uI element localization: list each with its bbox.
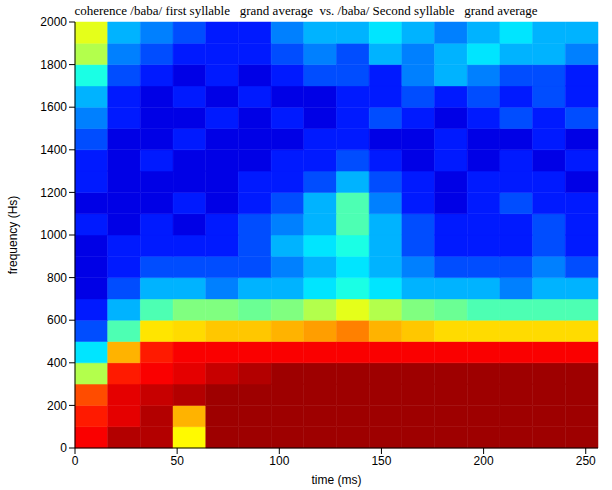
html-text:coherence /baba/ first syllabl: coherence /baba/ first syllable grand av… bbox=[74, 3, 538, 18]
svg-text:200: 200 bbox=[47, 399, 67, 413]
svg-text:0: 0 bbox=[60, 441, 67, 455]
svg-text:frequency (Hs): frequency (Hs) bbox=[6, 196, 20, 275]
svg-text:1000: 1000 bbox=[40, 228, 67, 242]
svg-text:200: 200 bbox=[474, 454, 494, 468]
svg-text:50: 50 bbox=[170, 454, 184, 468]
svg-text:100: 100 bbox=[269, 454, 289, 468]
svg-text:1400: 1400 bbox=[40, 143, 67, 157]
svg-text:150: 150 bbox=[371, 454, 391, 468]
svg-text:800: 800 bbox=[47, 271, 67, 285]
svg-text:2000: 2000 bbox=[40, 15, 67, 29]
svg-text:600: 600 bbox=[47, 313, 67, 327]
svg-text:0: 0 bbox=[72, 454, 79, 468]
svg-text:400: 400 bbox=[47, 356, 67, 370]
svg-text:1600: 1600 bbox=[40, 100, 67, 114]
svg-text:1200: 1200 bbox=[40, 186, 67, 200]
svg-text:time (ms): time (ms) bbox=[312, 473, 362, 487]
svg-text:1800: 1800 bbox=[40, 58, 67, 72]
svg-text:250: 250 bbox=[576, 454, 596, 468]
